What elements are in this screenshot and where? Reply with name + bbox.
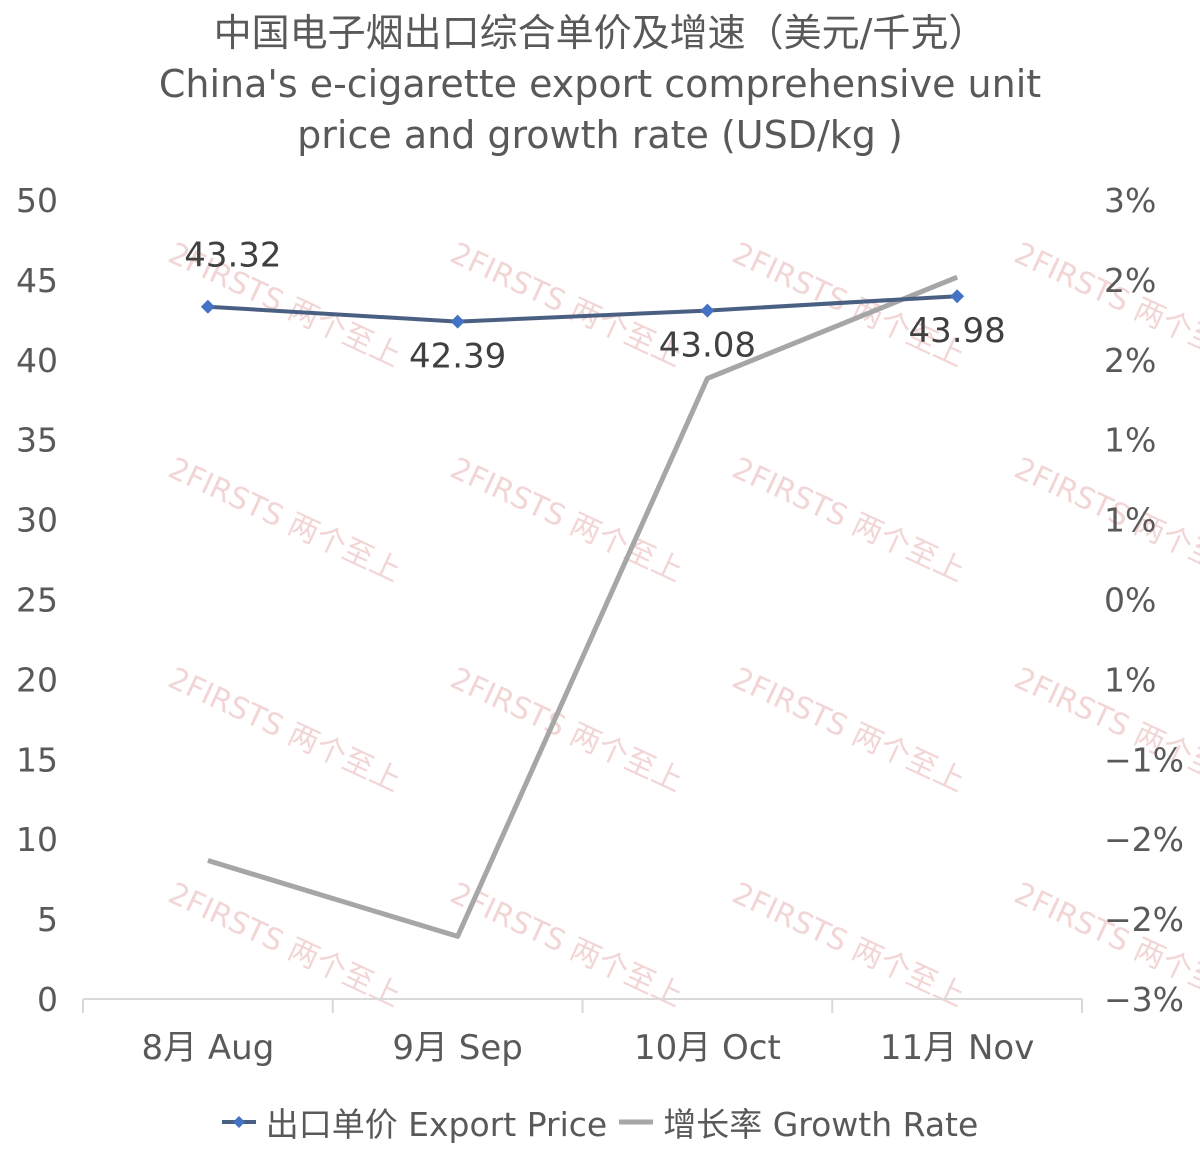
export-price-point — [200, 299, 215, 314]
right-axis-tick-label: 0% — [1104, 581, 1156, 620]
left-axis-ticks: 0 5 10 15 20 25 30 35 40 45 50 — [16, 181, 58, 1019]
right-axis-tick-label: 2% — [1104, 261, 1156, 300]
left-axis-tick-label: 10 — [16, 820, 58, 859]
right-axis-tick-label: −2% — [1104, 900, 1184, 939]
right-axis-tick-label: −2% — [1104, 820, 1184, 859]
chart-title-en-line2: price and growth rate (USD/kg ) — [297, 113, 903, 157]
growth-rate-line — [207, 274, 959, 939]
export-price-data-label: 43.08 — [659, 326, 756, 366]
left-axis-tick-label: 45 — [16, 261, 58, 300]
right-axis-tick-label: 2% — [1104, 341, 1156, 380]
export-price-data-label: 43.98 — [908, 311, 1005, 351]
x-axis-category-label: 9月 Sep — [392, 1028, 523, 1068]
left-axis-tick-label: 5 — [37, 900, 58, 939]
data-labels: 43.32 42.39 43.08 43.98 — [184, 236, 1006, 377]
legend: 出口单价 Export Price 增长率 Growth Rate — [0, 1098, 1200, 1146]
legend-item-export-price: 出口单价 Export Price — [221, 1098, 608, 1146]
growth-rate-series — [207, 274, 959, 939]
x-axis-category-label: 11月 Nov — [880, 1028, 1034, 1068]
export-price-data-label: 43.32 — [184, 236, 281, 276]
left-axis-tick-label: 35 — [16, 421, 58, 460]
legend-swatch-export-price — [221, 1116, 256, 1128]
export-price-point — [950, 289, 965, 304]
left-axis-tick-label: 15 — [16, 740, 58, 779]
left-axis-tick-label: 25 — [16, 581, 58, 620]
legend-swatch-growth-rate — [619, 1119, 654, 1125]
right-axis-tick-label: −3% — [1104, 980, 1184, 1019]
export-price-data-label: 42.39 — [409, 337, 506, 377]
export-price-line — [207, 294, 958, 324]
legend-label-growth-rate: 增长率 Growth Rate — [663, 1105, 979, 1144]
chart-title: 中国电子烟出口综合单价及增速（美元/千克） China's e-cigarett… — [0, 8, 1200, 161]
x-axis-category-label: 10月 Oct — [634, 1028, 781, 1068]
x-axis-category-label: 8月 Aug — [141, 1028, 274, 1068]
right-axis-tick-label: −1% — [1104, 740, 1184, 779]
left-axis-tick-label: 40 — [16, 341, 58, 380]
left-axis-tick-label: 30 — [16, 501, 58, 540]
left-axis-tick-label: 50 — [16, 181, 58, 220]
right-axis-tick-label: 1% — [1104, 660, 1156, 699]
left-axis-tick-label: 0 — [37, 980, 58, 1019]
chart-title-en-line1: China's e-cigarette export comprehensive… — [158, 62, 1042, 106]
right-axis-tick-label: 1% — [1104, 421, 1156, 460]
export-price-series — [200, 289, 965, 329]
export-price-point — [700, 303, 715, 318]
right-axis-tick-label: 1% — [1104, 501, 1156, 540]
x-axis: 8月 Aug 9月 Sep 10月 Oct 11月 Nov — [82, 998, 1083, 1068]
legend-label-export-price: 出口单价 Export Price — [265, 1105, 608, 1144]
export-price-point — [450, 314, 465, 329]
chart-title-zh: 中国电子烟出口综合单价及增速（美元/千克） — [213, 11, 987, 55]
left-axis-tick-label: 20 — [16, 660, 58, 699]
right-axis-ticks: −3% −2% −2% −1% 1% 0% 1% 1% 2% 2% 3% — [1104, 181, 1184, 1019]
legend-item-growth-rate: 增长率 Growth Rate — [619, 1098, 978, 1146]
right-axis-tick-label: 3% — [1104, 181, 1156, 220]
